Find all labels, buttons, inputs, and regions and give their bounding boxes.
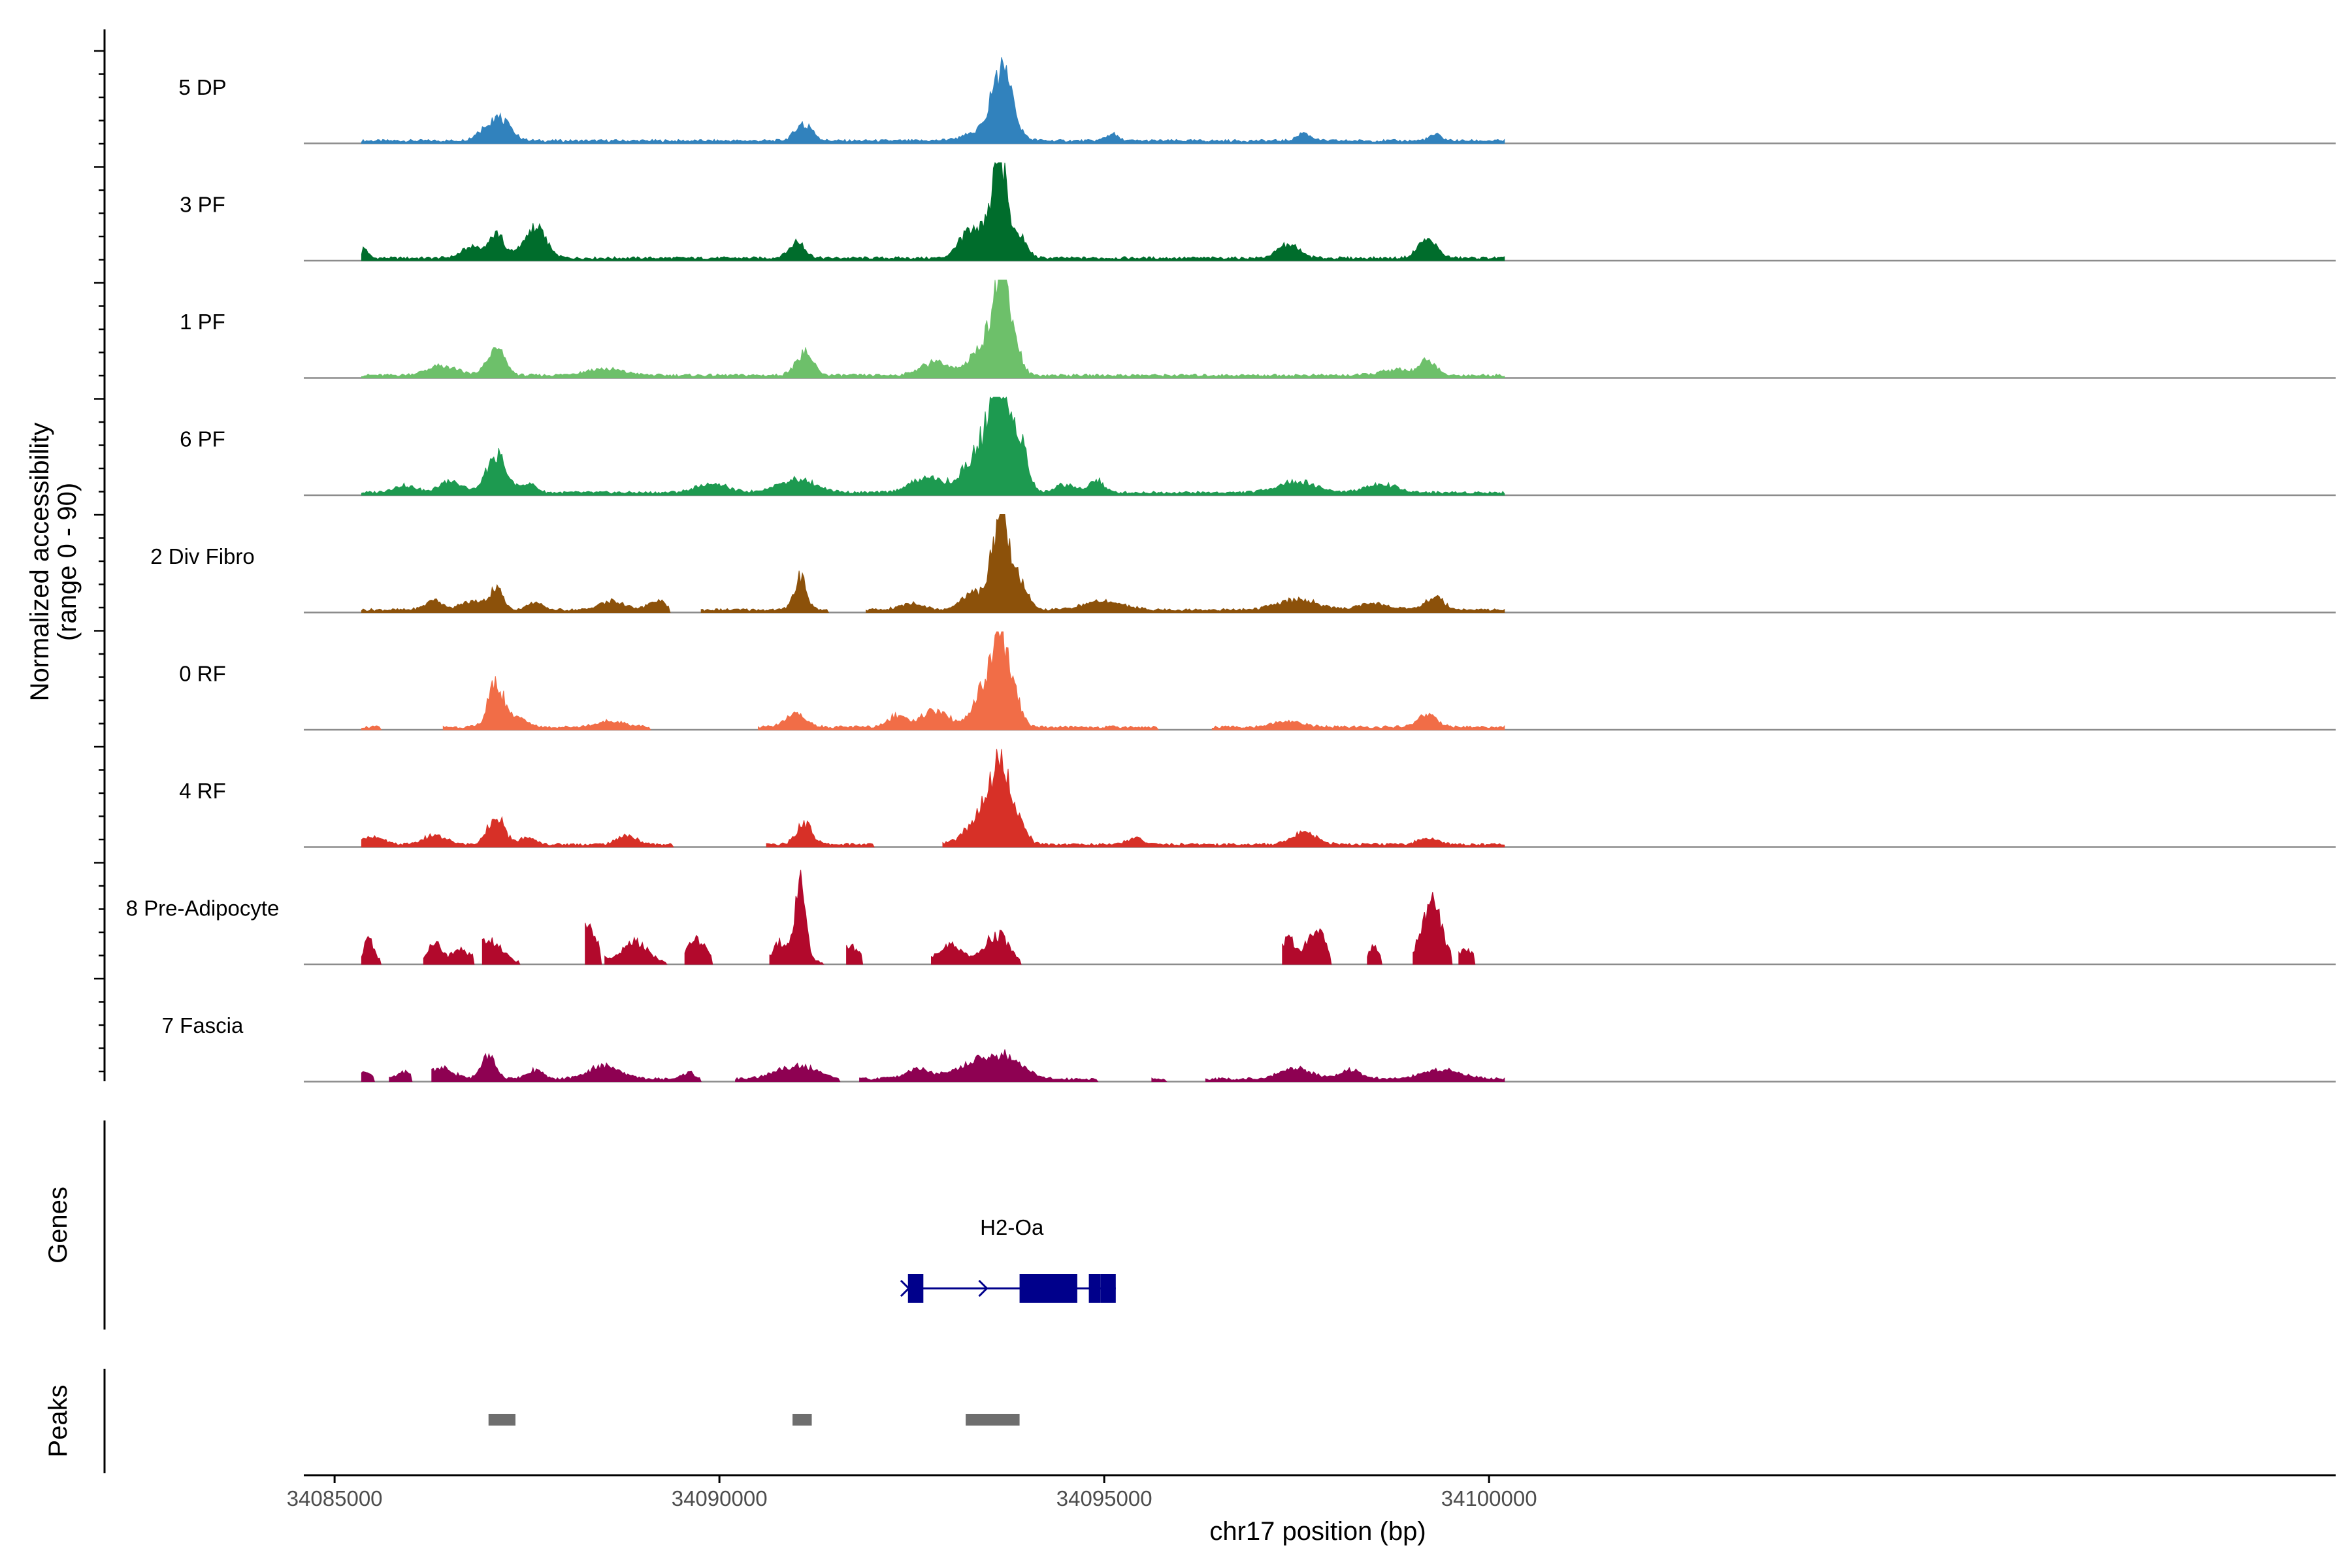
coverage-area (361, 631, 1505, 730)
track-label: 1 PF (180, 310, 225, 334)
coverage-tracks: 5 DP 3 PF 1 PF 6 PF 2 Div Fibro 0 RF 4 RF 8 Pre… (126, 57, 2336, 1083)
coverage-area (361, 57, 1505, 144)
track-6-pf: 6 PF (180, 396, 2336, 497)
track-label: 7 Fascia (162, 1013, 244, 1037)
track-8-pre-adipocyte: 8 Pre-Adipocyte (126, 870, 2336, 966)
x-axis: 34085000 34090000 34095000 34100000 (287, 1474, 2336, 1511)
gene-name: H2-Oa (980, 1215, 1044, 1239)
gene-exon (1100, 1274, 1116, 1303)
coverage-area (361, 280, 1505, 378)
genes-track: Genes H2-Oa (44, 1120, 1116, 1330)
peaks-track: Peaks (44, 1369, 1020, 1473)
x-tick-label: 34090000 (672, 1486, 768, 1511)
track-label: 8 Pre-Adipocyte (126, 896, 280, 921)
x-tick-label: 34100000 (1441, 1486, 1537, 1511)
track-2-div-fibro: 2 Div Fibro (150, 514, 2336, 613)
track-label: 0 RF (179, 662, 226, 686)
coverage-area (361, 162, 1505, 261)
track-label: 2 Div Fibro (150, 544, 255, 568)
track-4-rf: 4 RF (179, 749, 2336, 848)
peak-region (792, 1414, 812, 1426)
track-5-dp: 5 DP (178, 57, 2336, 144)
x-axis-title: chr17 position (bp) (1209, 1517, 1426, 1546)
track-label: 3 PF (180, 193, 225, 217)
coverage-area (361, 870, 1476, 965)
track-1-pf: 1 PF (180, 280, 2336, 379)
genes-axis-label: Genes (44, 1186, 73, 1264)
x-tick-label: 34085000 (287, 1486, 383, 1511)
coverage-area (361, 514, 1505, 613)
gene-exon (907, 1274, 924, 1303)
strand-arrow (900, 1279, 911, 1298)
x-tick-label: 34095000 (1056, 1486, 1152, 1511)
coverage-area (361, 1049, 1505, 1082)
track-label: 6 PF (180, 427, 225, 451)
track-7-fascia: 7 Fascia (162, 1013, 2336, 1083)
coverage-area (361, 749, 1505, 847)
strand-arrow (978, 1279, 988, 1298)
track-3-pf: 3 PF (180, 162, 2336, 262)
track-label: 5 DP (178, 75, 226, 99)
peak-region (488, 1414, 515, 1426)
track-label: 4 RF (179, 779, 226, 803)
gene-exon (1088, 1274, 1101, 1303)
coverage-area (361, 396, 1505, 496)
track-0-rf: 0 RF (179, 631, 2336, 731)
peaks-axis-label: Peaks (44, 1384, 73, 1457)
y-axis-label: Normalized accessibility (25, 423, 54, 702)
y-axis-label-range: (range 0 - 90) (53, 483, 82, 641)
gene-exon (1019, 1274, 1077, 1303)
peak-region (966, 1414, 1020, 1426)
y-axis-frame (94, 29, 106, 1081)
